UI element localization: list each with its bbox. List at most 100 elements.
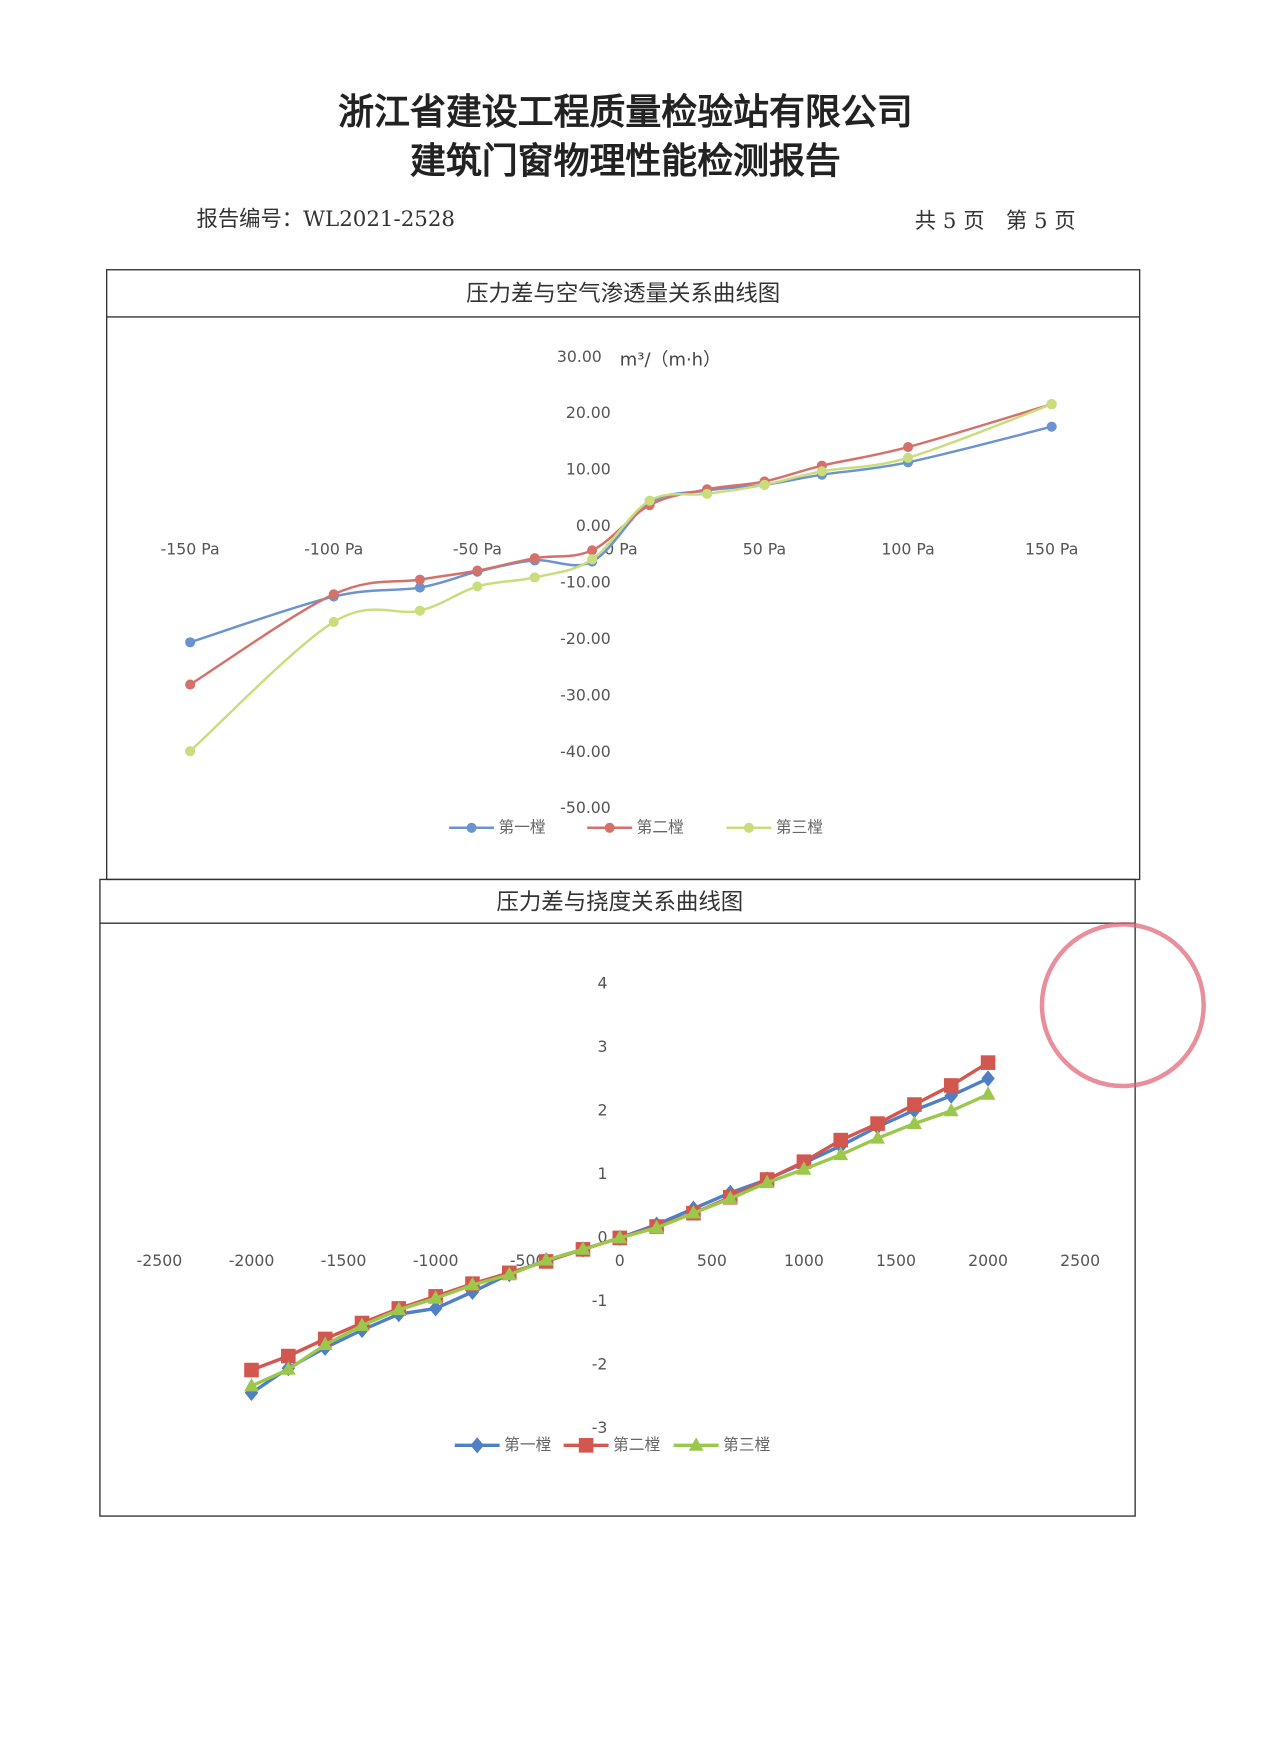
x-tick-label: -150 Pa	[161, 540, 220, 559]
y-tick-label: -40.00	[560, 742, 611, 761]
marker	[244, 1377, 259, 1392]
report-title: 浙江省建设工程质量检验站有限公司	[338, 91, 913, 133]
marker	[465, 1276, 480, 1291]
chart-title: 压力差与挠度关系曲线图	[496, 890, 743, 916]
x-tick-label: 1000	[784, 1251, 824, 1270]
x-tick-label: 0	[615, 1251, 625, 1270]
series-line	[189, 403, 1053, 753]
marker	[649, 1219, 665, 1234]
marker	[907, 1115, 922, 1129]
legend-label: 第一樘	[504, 1435, 551, 1454]
marker	[943, 1102, 959, 1117]
y-tick-label: 1	[597, 1164, 607, 1183]
legend-label: 第三樘	[723, 1435, 770, 1454]
y-tick-label: 0.00	[576, 516, 611, 535]
y-tick-label: 10.00	[566, 460, 611, 479]
marker	[529, 553, 540, 564]
y-tick-label: 3	[597, 1037, 607, 1056]
marker	[743, 822, 754, 833]
marker	[759, 479, 770, 490]
marker	[907, 1097, 922, 1112]
y-tick-label: -3	[592, 1418, 608, 1437]
marker	[578, 1438, 594, 1453]
marker	[281, 1348, 296, 1364]
marker	[414, 574, 425, 585]
y-tick-label: 0	[597, 1227, 607, 1246]
marker	[354, 1317, 370, 1331]
marker	[686, 1205, 701, 1219]
x-tick-label: -2500	[137, 1251, 183, 1270]
marker	[428, 1290, 444, 1304]
marker	[833, 1146, 849, 1161]
marker	[472, 565, 483, 576]
chart-frame	[99, 878, 1136, 1517]
x-tick-label: 150 Pa	[1025, 540, 1078, 559]
marker	[903, 441, 914, 453]
marker	[796, 1161, 812, 1175]
legend-label: 第一樘	[499, 817, 546, 836]
y-tick-label: -1	[592, 1291, 608, 1310]
marker	[702, 488, 713, 499]
marker	[644, 495, 655, 506]
marker	[612, 1229, 628, 1244]
marker	[391, 1301, 407, 1316]
marker	[575, 1241, 591, 1255]
marker	[870, 1130, 885, 1144]
marker	[428, 1300, 443, 1317]
marker	[185, 637, 196, 648]
y-tick-label: 4	[597, 973, 607, 992]
chart-title: 压力差与空气渗透量关系曲线图	[466, 281, 780, 307]
marker	[538, 1252, 554, 1266]
marker	[833, 1132, 849, 1148]
marker	[587, 554, 598, 565]
marker	[980, 1086, 996, 1100]
x-tick-label: -50 Pa	[453, 540, 502, 559]
y-tick-label: 2	[597, 1100, 607, 1119]
y-tick-label: -30.00	[560, 685, 611, 704]
page-info: 共 5 页 第 5 页	[915, 209, 1076, 234]
y-tick-label: 30.00	[557, 347, 602, 366]
marker	[328, 589, 339, 600]
stamp	[1039, 922, 1206, 1089]
x-tick-label: 100 Pa	[881, 540, 934, 559]
marker	[722, 1190, 738, 1204]
marker	[414, 582, 425, 593]
y-tick-label: -10.00	[560, 573, 611, 592]
y-tick-label: -20.00	[560, 629, 611, 648]
x-tick-label: 2000	[968, 1251, 1008, 1270]
marker	[980, 1055, 996, 1070]
marker	[466, 822, 477, 833]
series-line	[189, 425, 1052, 644]
marker	[472, 581, 483, 592]
marker	[870, 1116, 885, 1131]
legend-label: 第二樘	[613, 1435, 660, 1454]
marker	[688, 1437, 704, 1451]
x-tick-label: 1500	[876, 1251, 916, 1270]
series-line	[189, 402, 1053, 686]
x-tick-label: -1000	[413, 1251, 459, 1270]
y-tick-label: -50.00	[560, 798, 611, 817]
marker	[185, 746, 196, 757]
marker	[943, 1078, 959, 1093]
y-tick-label: 20.00	[566, 403, 611, 422]
x-tick-label: 2500	[1060, 1251, 1100, 1270]
marker	[1046, 421, 1057, 432]
y-tick-label: -2	[592, 1354, 608, 1373]
marker	[981, 1070, 995, 1087]
x-tick-label: 50 Pa	[743, 540, 786, 559]
marker	[328, 616, 339, 628]
legend-label: 第三樘	[776, 817, 823, 836]
legend-label: 第二樘	[637, 817, 684, 836]
marker	[1046, 399, 1057, 410]
marker	[414, 605, 425, 616]
marker	[587, 545, 598, 556]
x-tick-label: -1500	[321, 1251, 367, 1270]
y-axis-label: m³/（m·h）	[620, 350, 721, 371]
marker	[529, 572, 540, 583]
marker	[185, 679, 196, 690]
report-subtitle: 建筑门窗物理性能检测报告	[410, 140, 841, 182]
report-number: 报告编号：WL2021-2528	[196, 207, 455, 232]
marker	[604, 822, 615, 833]
marker	[280, 1361, 296, 1375]
